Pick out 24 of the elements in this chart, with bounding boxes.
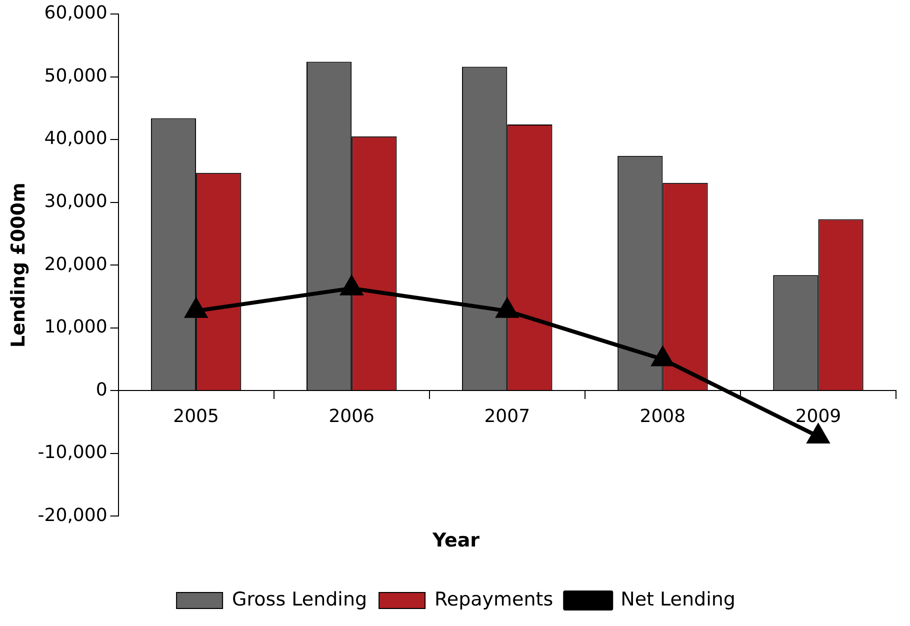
- legend-label: Net Lending: [620, 588, 736, 610]
- x-tick-label: 2008: [640, 406, 686, 428]
- y-tick-label: 20,000: [44, 254, 108, 275]
- x-tick-label: 2006: [328, 406, 374, 428]
- legend-label: Gross Lending: [232, 588, 368, 610]
- y-tick-label: 40,000: [44, 128, 108, 150]
- y-tick-label: 60,000: [44, 2, 108, 24]
- y-tick-label: 30,000: [44, 190, 108, 212]
- y-tick-label: 10,000: [44, 316, 108, 338]
- point: [808, 424, 829, 444]
- y-tick-label: -10,000: [38, 442, 108, 464]
- point: [185, 298, 207, 318]
- y-tick-label: -20,000: [38, 504, 108, 526]
- y-tick-label: 50,000: [44, 65, 108, 86]
- point: [496, 298, 518, 318]
- point: [340, 276, 362, 296]
- x-axis-title: Year: [431, 530, 480, 552]
- point: [652, 347, 674, 366]
- x-tick-label: 2005: [173, 406, 219, 428]
- y-tick-label: 0: [96, 379, 108, 400]
- x-tick-label: 2007: [484, 406, 530, 428]
- x-tick-label: 2009: [795, 406, 842, 428]
- legend-label: Repayments: [434, 588, 554, 610]
- y-axis-title: Lending £000m: [7, 182, 30, 348]
